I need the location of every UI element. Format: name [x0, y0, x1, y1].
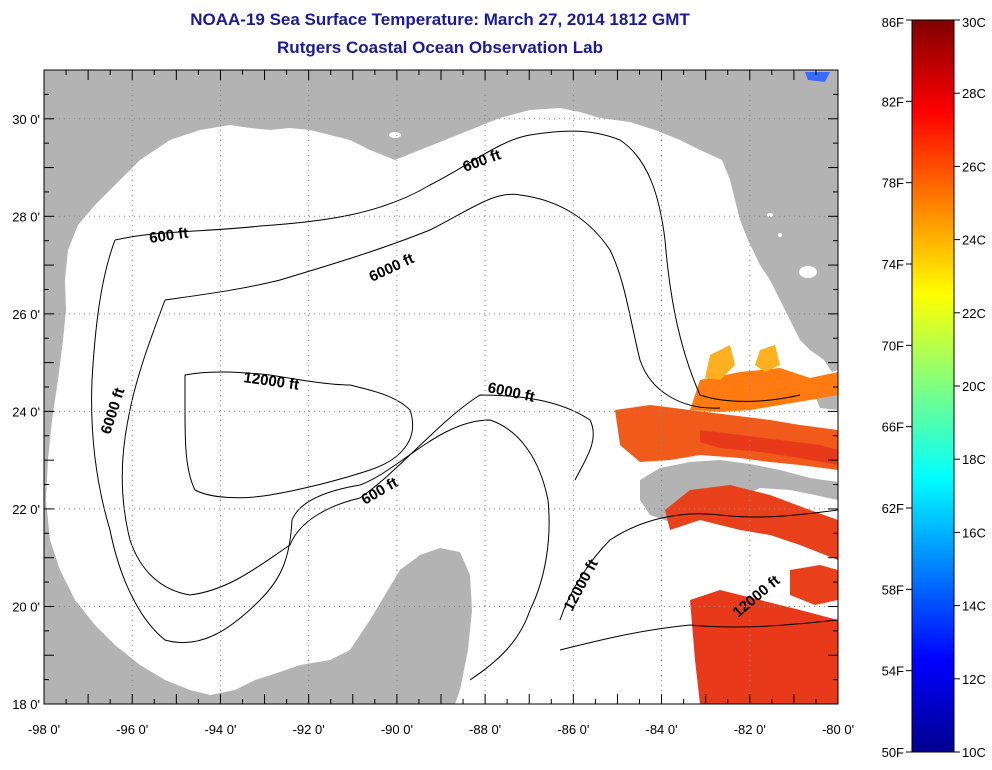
x-tick-label: -92 0': [293, 722, 325, 737]
map-frame: [43, 69, 839, 705]
x-tick-label: -90 0': [381, 722, 413, 737]
y-tick-label: 22 0': [12, 502, 40, 517]
contour-6000ft-south: [289, 394, 594, 546]
contour-6000ft: [164, 193, 721, 409]
map-title: NOAA-19 Sea Surface Temperature: March 2…: [190, 10, 690, 29]
x-tick-label: -82 0': [734, 722, 766, 737]
sst-patch-caribbean: [690, 590, 838, 704]
sst-patch-top-right: [805, 72, 830, 82]
bathymetry-contours: [91, 130, 839, 681]
sst-patch-east: [790, 565, 838, 605]
map-axes: -98 0' -96 0' -94 0' -92 0' -90 0' -88 0' -86 …: [12, 69, 854, 737]
y-tick-label: 20 0': [12, 599, 40, 614]
contour-12000ft-east2: [559, 619, 839, 651]
land-mexico: [44, 540, 472, 704]
y-tick-label: 24 0': [12, 404, 40, 419]
x-tick-label: -98 0': [28, 722, 60, 737]
map-subtitle: Rutgers Coastal Ocean Observation Lab: [277, 38, 603, 57]
contour-12000ft-east: [559, 509, 839, 621]
land-us-coast: [44, 70, 838, 560]
sst-patch-straits-hot: [700, 430, 838, 465]
contour-600ft-west: [91, 239, 361, 644]
sst-patch-mild-1: [705, 345, 735, 380]
sst-patch-mild-2: [755, 345, 780, 372]
contour-6000ft-west: [121, 299, 291, 596]
contour-600ft: [114, 130, 801, 402]
lake-okeechobee: [799, 266, 817, 278]
contour-600ft-yucatan: [359, 419, 550, 681]
sst-patch-south-cuba: [665, 485, 838, 560]
y-tick-label: 28 0': [12, 209, 40, 224]
x-tick-label: -88 0': [469, 722, 501, 737]
x-tick-label: -96 0': [116, 722, 148, 737]
x-tick-label: -94 0': [204, 722, 236, 737]
y-tick-label: 30 0': [12, 112, 40, 127]
x-tick-label: -86 0': [557, 722, 589, 737]
y-tick-label: 26 0': [12, 307, 40, 322]
y-tick-label: 18 0': [12, 697, 40, 712]
x-tick-label: -80 0': [822, 722, 854, 737]
contour-label-600ft-1: 600 ft: [148, 225, 189, 247]
x-tick-label: -84 0': [645, 722, 677, 737]
